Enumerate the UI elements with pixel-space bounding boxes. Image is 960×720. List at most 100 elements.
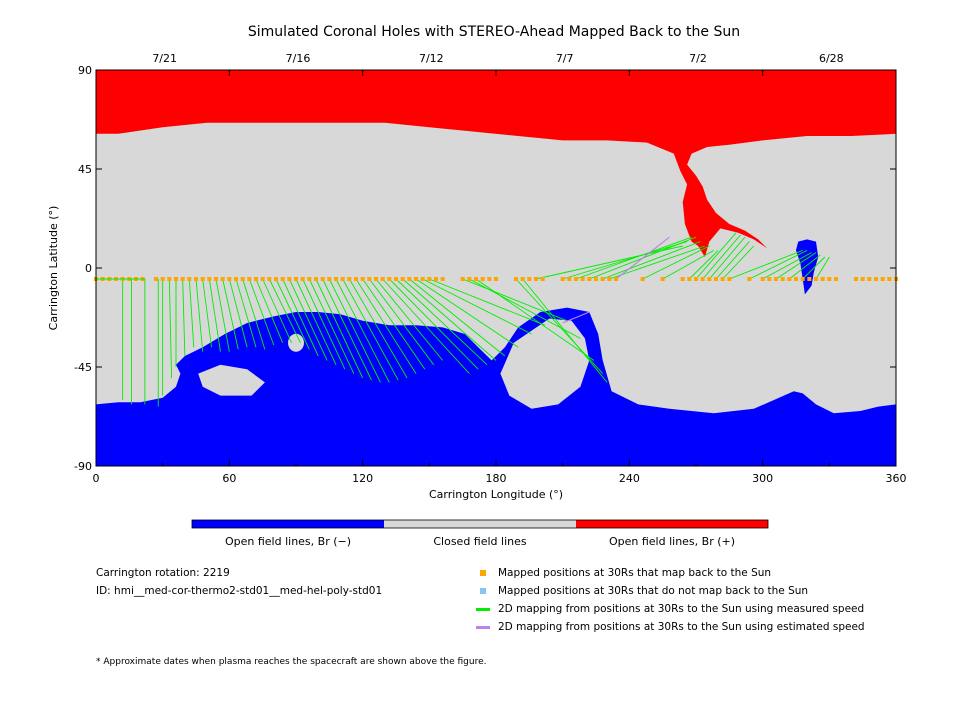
- mapped-position-marker: [460, 277, 465, 281]
- mapped-position-marker: [194, 277, 198, 281]
- mapped-position-marker: [380, 277, 385, 281]
- measured-mapping-line: [288, 278, 328, 361]
- mapped-position-marker: [774, 277, 778, 281]
- x-tick-label: 60: [222, 472, 236, 485]
- mapped-position-marker: [780, 277, 785, 281]
- mapped-position-marker: [414, 277, 418, 281]
- x-tick-label: 180: [486, 472, 507, 485]
- mapped-position-marker: [287, 277, 292, 281]
- measured-mapping-line: [168, 278, 173, 379]
- mapped-position-marker: [420, 277, 425, 281]
- y-tick-label: -90: [74, 460, 92, 473]
- measured-mapping-line: [282, 278, 319, 357]
- measured-mapping-line: [515, 278, 603, 374]
- mapped-position-marker: [560, 277, 565, 281]
- legend-entry: Mapped positions at 30Rs that do not map…: [480, 585, 808, 597]
- y-tick-label: 45: [78, 163, 92, 176]
- mapped-position-marker: [680, 277, 685, 281]
- mapped-position-marker: [640, 277, 645, 281]
- date-tick-label: 6/28: [819, 52, 844, 65]
- measured-mapping-line: [722, 245, 755, 280]
- mapped-position-marker: [247, 277, 252, 281]
- mapped-position-marker: [367, 277, 372, 281]
- colorbar-segment: [192, 520, 384, 528]
- mapped-position-marker: [240, 277, 245, 281]
- measured-mapping-line: [389, 278, 479, 370]
- x-tick-label: 300: [752, 472, 773, 485]
- measured-mapping-line: [182, 278, 186, 357]
- mapped-position-marker: [820, 277, 825, 281]
- mapped-position-marker: [387, 277, 392, 281]
- legend-entry: Mapped positions at 30Rs that map back t…: [480, 567, 771, 579]
- footnote: * Approximate dates when plasma reaches …: [96, 657, 487, 667]
- measured-mapping-line: [402, 278, 497, 361]
- measured-mapping-line: [815, 256, 830, 280]
- legend-label: Mapped positions at 30Rs that do not map…: [498, 585, 809, 597]
- mapped-position-marker: [434, 277, 438, 281]
- model-id: ID: hmi__med-cor-thermo2-std01__med-hel-…: [96, 585, 383, 597]
- measured-mapping-line: [575, 236, 692, 280]
- mapped-position-marker: [867, 277, 872, 281]
- mapped-position-marker: [787, 277, 792, 281]
- mapped-position-marker: [860, 277, 865, 281]
- mapped-position-marker: [407, 277, 412, 281]
- measured-mapping-line: [429, 278, 546, 326]
- mapped-position-marker: [794, 277, 798, 281]
- measured-mapping-line: [188, 278, 195, 348]
- measured-mapping-line: [415, 278, 519, 348]
- mapped-position-marker: [327, 277, 332, 281]
- axes: 0 60 120 180 240 300 360 90 45 0 -45 -90 7/21 7/16 7/1…: [74, 52, 906, 485]
- measured-mapping-line: [342, 278, 399, 381]
- measured-mapping-line: [562, 241, 688, 280]
- mapped-position-marker: [747, 277, 752, 281]
- measured-mapping-line: [729, 249, 803, 280]
- closed-island-small: [288, 333, 304, 352]
- mapped-position-marker: [307, 277, 312, 281]
- mapped-position-marker: [347, 277, 352, 281]
- measured-mapping-line: [749, 249, 808, 280]
- mapped-position-marker: [480, 277, 485, 281]
- mapped-position-marker: [400, 277, 405, 281]
- closed-island-left: [198, 364, 265, 396]
- legend-label: 2D mapping from positions at 30Rs to the…: [498, 603, 865, 615]
- mapped-position-marker: [167, 277, 172, 281]
- mapped-position-marker: [687, 277, 692, 281]
- estimated-mapping-line: [562, 311, 590, 324]
- date-tick-label: 7/2: [689, 52, 707, 65]
- y-tick-label: 90: [78, 64, 92, 77]
- measured-mapping-line: [322, 278, 372, 381]
- mapped-position-marker: [160, 277, 165, 281]
- date-tick-label: 7/21: [152, 52, 177, 65]
- measured-mapping-line: [789, 254, 821, 280]
- mapped-position-marker: [440, 277, 445, 281]
- measured-mapping-line: [802, 256, 826, 280]
- mapped-position-marker: [487, 277, 492, 281]
- mapped-position-marker: [694, 277, 698, 281]
- mapped-position-marker: [707, 277, 712, 281]
- measured-mapping-line: [695, 232, 737, 280]
- measured-mapping-line: [208, 278, 221, 352]
- mapped-position-marker: [827, 277, 832, 281]
- mapped-position-marker: [274, 277, 278, 281]
- legend-square-swatch: [480, 570, 486, 576]
- colorbar-segment: [384, 520, 576, 528]
- measured-mapping-line: [268, 278, 301, 343]
- measured-mapping-line: [662, 250, 714, 280]
- x-tick-label: 0: [93, 472, 100, 485]
- measured-mapping-line: [375, 278, 444, 361]
- mapped-position-marker: [427, 277, 432, 281]
- measured-mapping-line: [535, 245, 683, 280]
- mapped-position-marker: [314, 277, 318, 281]
- mapped-position-marker: [700, 277, 705, 281]
- colorbar-frame: [191, 519, 769, 529]
- measured-mapping-line: [195, 278, 204, 352]
- date-tick-label: 7/7: [556, 52, 574, 65]
- measured-mapping-line: [242, 278, 266, 350]
- mapped-position-marker: [234, 277, 238, 281]
- legend-label: 2D mapping from positions at 30Rs to the…: [498, 621, 865, 633]
- measured-mapping-line: [409, 278, 506, 357]
- open-positive-region: [96, 70, 896, 257]
- y-axis-label: Carrington Latitude (°): [47, 206, 60, 331]
- legend-entry: 2D mapping from positions at 30Rs to the…: [476, 603, 865, 615]
- colorbar-label: Open field lines, Br (+): [609, 535, 735, 548]
